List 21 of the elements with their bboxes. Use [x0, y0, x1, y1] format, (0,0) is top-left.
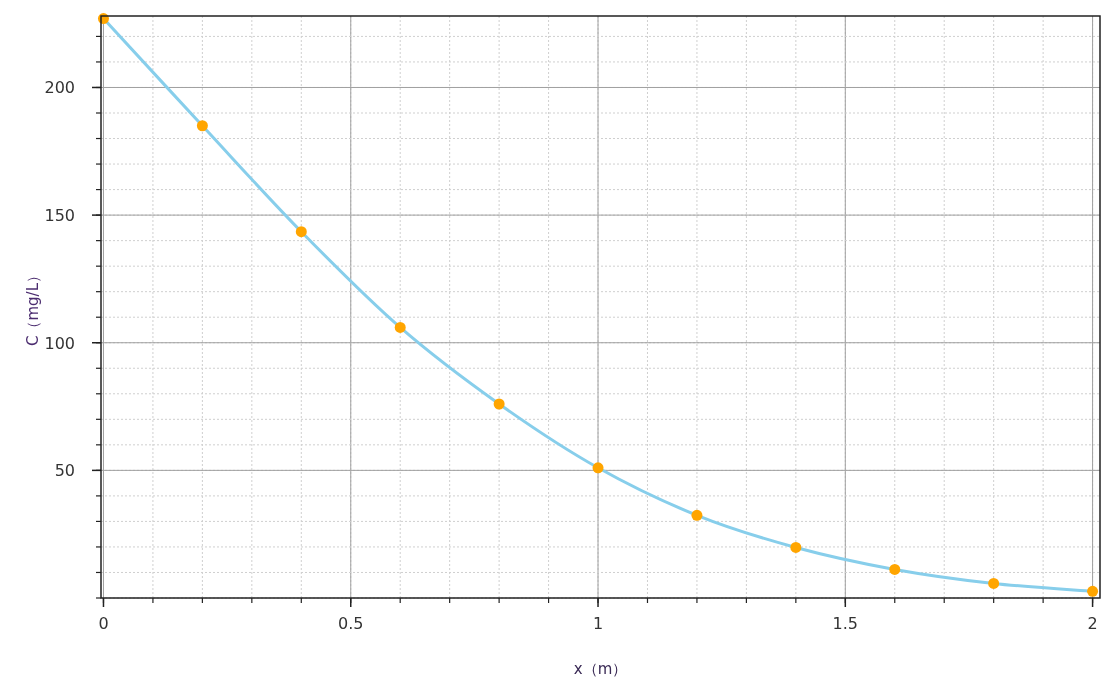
x-tick-label: 1.5 [832, 614, 859, 633]
point [889, 563, 901, 575]
x-tick-label: 0 [98, 614, 109, 633]
y-tick-label: 100 [44, 333, 75, 353]
x-tick-label: 0.5 [338, 614, 364, 633]
x-tick-label: 2 [1087, 614, 1098, 633]
y-tick-label: 150 [44, 206, 75, 226]
x-tick-label: 1 [592, 614, 604, 633]
y-tick-label: 200 [44, 78, 75, 98]
y-axis-title: C（mg/L） [24, 267, 42, 347]
point [394, 321, 406, 333]
y-tick-label: 50 [54, 461, 75, 481]
point [790, 541, 802, 553]
point [196, 120, 208, 132]
x-axis-title: x（m） [573, 660, 628, 678]
point [691, 509, 703, 521]
point [988, 577, 1000, 589]
point [493, 398, 505, 410]
point [1087, 585, 1099, 597]
point [592, 462, 604, 474]
point [295, 226, 307, 238]
